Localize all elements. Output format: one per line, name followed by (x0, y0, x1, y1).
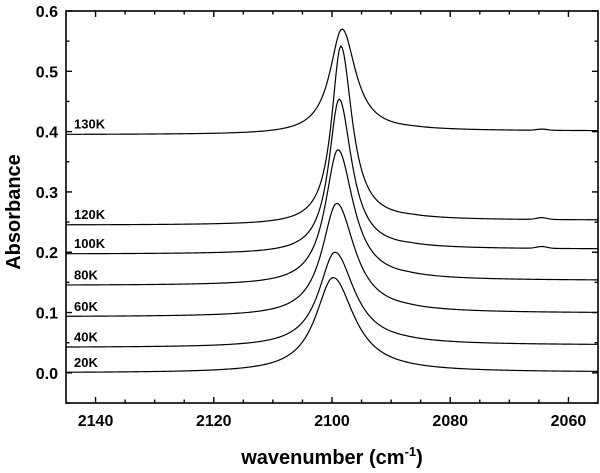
spectrum-100k (66, 98, 599, 255)
spectrum-80k (65, 149, 599, 286)
x-tick-label: 2120 (196, 413, 232, 430)
y-tick-label: 0.2 (36, 245, 58, 262)
series-label-130k: 130K (74, 117, 106, 132)
x-axis-title-main: wavenumber (cm (240, 447, 404, 469)
spectrum-20k (65, 276, 599, 373)
y-tick-label: 0.6 (36, 4, 58, 21)
x-tick-label: 2080 (432, 413, 468, 430)
series-label-20k: 20K (74, 355, 98, 370)
series-label-80k: 80K (74, 267, 98, 282)
spectrum-130k (66, 28, 598, 135)
x-axis-title: wavenumber (cm-1) (240, 444, 423, 469)
y-axis-title: Absorbance (3, 154, 25, 270)
series-label-100k: 100K (74, 236, 106, 251)
spectra-group (65, 28, 599, 373)
x-axis-title-end: ) (416, 447, 423, 469)
plot-frame (65, 10, 599, 404)
x-tick-label: 2060 (551, 413, 587, 430)
spectrum-40k (65, 251, 599, 348)
x-tick-label: 2100 (314, 413, 350, 430)
series-label-60k: 60K (74, 299, 98, 314)
y-tick-label: 0.4 (36, 125, 58, 142)
x-tick-label: 2140 (78, 413, 114, 430)
y-tick-label: 0.5 (36, 64, 58, 81)
x-axis-title-sup: -1 (405, 444, 417, 459)
y-tick-label: 0.3 (36, 185, 58, 202)
series-label-40k: 40K (74, 330, 98, 345)
y-tick-label: 0.1 (36, 306, 58, 323)
series-labels-group: 20K 40K 60K 80K 100K 120K 130K (74, 117, 106, 370)
axes-group: 2140 2120 2100 2080 2060 0.0 0.1 0.2 0.3 0.4 0.5 0.… (36, 4, 599, 430)
y-tick-label: 0.0 (36, 366, 58, 383)
spectrum-60k (65, 202, 599, 317)
series-label-120k: 120K (74, 207, 106, 222)
spectrum-120k (66, 44, 599, 226)
